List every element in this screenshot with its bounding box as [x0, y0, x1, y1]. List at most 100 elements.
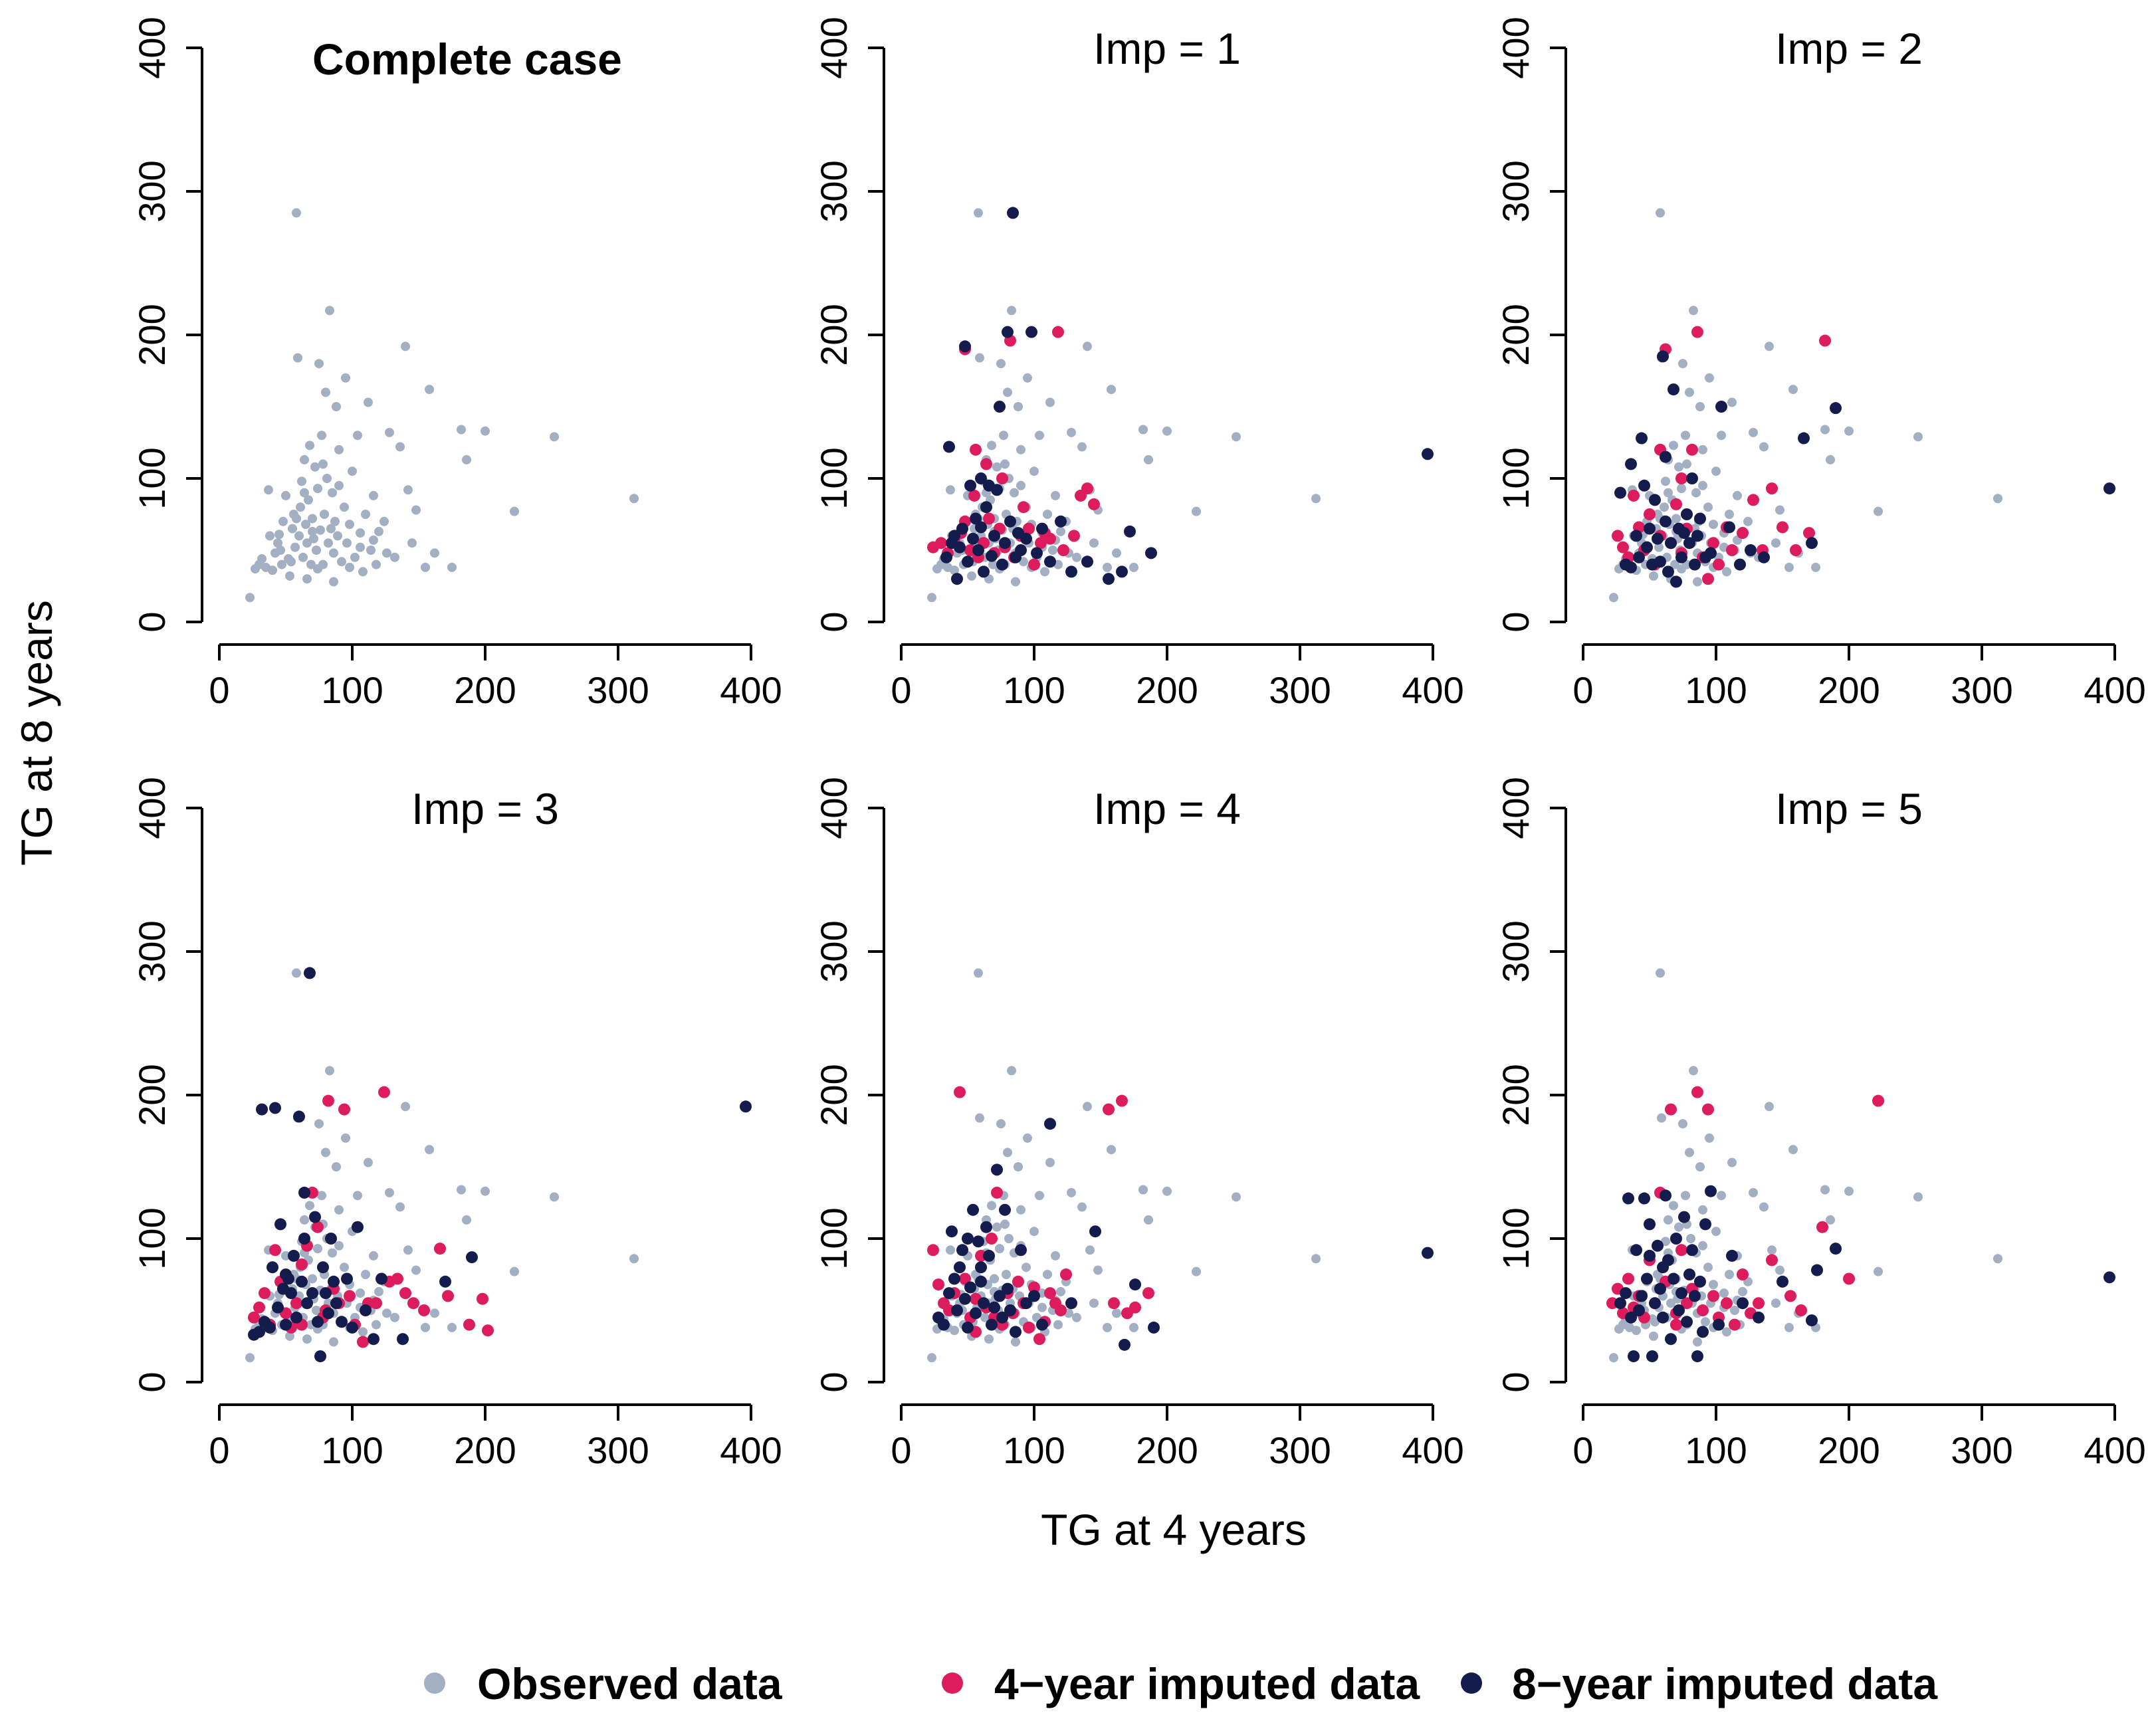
point-observed	[1759, 442, 1769, 452]
y-tick-label: 0	[1495, 1371, 1537, 1392]
x-tick-label: 0	[209, 669, 229, 711]
point-observed	[264, 485, 273, 495]
point-observed	[987, 441, 996, 451]
y-tick-label: 0	[131, 611, 173, 632]
point-4yr-imputed	[1103, 1103, 1115, 1116]
point-observed	[447, 1322, 457, 1332]
point-observed	[510, 506, 519, 516]
x-tick-label: 300	[1951, 669, 2012, 711]
legend: Observed data 4−year imputed data 8−year…	[424, 1659, 1938, 1708]
x-tick-label: 400	[2084, 1429, 2145, 1471]
point-observed	[320, 510, 329, 519]
point-8yr-imputed	[304, 967, 316, 979]
point-8yr-imputed	[1614, 1297, 1626, 1310]
point-observed	[1067, 1187, 1076, 1197]
point-8yr-imputed	[967, 532, 979, 545]
point-4yr-imputed	[935, 537, 947, 550]
y-tick-label: 300	[131, 920, 173, 982]
point-8yr-imputed	[999, 537, 1011, 550]
point-4yr-imputed	[1028, 558, 1040, 571]
point-4yr-imputed	[477, 1292, 488, 1305]
point-observed	[285, 1331, 294, 1341]
point-observed	[245, 593, 255, 603]
point-8yr-imputed	[1726, 1249, 1738, 1262]
point-observed	[1759, 1202, 1769, 1212]
legend-marker-4yr-imputed	[942, 1672, 963, 1694]
point-observed	[341, 1133, 350, 1143]
point-8yr-imputed	[1625, 1311, 1637, 1324]
x-tick-label: 200	[1818, 669, 1880, 711]
x-tick-label: 100	[1003, 669, 1065, 711]
point-observed	[1709, 1280, 1718, 1290]
point-8yr-imputed	[1806, 537, 1818, 550]
x-tick-label: 100	[1685, 1429, 1747, 1471]
point-observed	[358, 567, 368, 577]
point-8yr-imputed	[1630, 530, 1642, 542]
point-observed	[313, 564, 322, 574]
point-4yr-imputed	[991, 1186, 1003, 1199]
point-8yr-imputed	[996, 558, 1008, 571]
point-8yr-imputed	[1652, 1239, 1664, 1252]
point-8yr-imputed	[1422, 1247, 1434, 1259]
point-8yr-imputed	[959, 1292, 971, 1305]
point-observed	[996, 1119, 1006, 1129]
point-observed	[1711, 466, 1721, 476]
point-observed	[1632, 1326, 1641, 1336]
point-observed	[1767, 1245, 1777, 1255]
point-8yr-imputed	[1660, 1189, 1671, 1202]
point-8yr-imputed	[1670, 575, 1682, 588]
point-8yr-imputed	[298, 1233, 310, 1245]
y-tick-label: 100	[813, 1207, 855, 1269]
x-tick-label: 0	[209, 1429, 229, 1471]
point-observed	[321, 1148, 330, 1158]
point-4yr-imputed	[1819, 334, 1831, 347]
point-observed	[927, 1353, 936, 1363]
point-observed	[1669, 441, 1678, 451]
point-4yr-imputed	[1737, 1268, 1749, 1280]
x-tick-label: 200	[1818, 1429, 1880, 1471]
point-8yr-imputed	[1657, 1311, 1669, 1324]
x-axis-title: TG at 4 years	[1041, 1505, 1307, 1554]
point-observed	[1144, 1215, 1153, 1225]
point-observed	[342, 538, 352, 548]
point-8yr-imputed	[309, 1211, 321, 1223]
point-8yr-imputed	[328, 1275, 340, 1288]
point-8yr-imputed	[1119, 1338, 1131, 1351]
point-observed	[1000, 459, 1010, 469]
point-8yr-imputed	[999, 1203, 1011, 1216]
point-8yr-imputed	[1644, 522, 1656, 535]
point-observed	[1003, 1148, 1012, 1158]
point-observed	[345, 562, 354, 572]
y-tick-label: 0	[1495, 611, 1537, 632]
point-observed	[314, 1119, 324, 1129]
point-4yr-imputed	[463, 1318, 475, 1331]
point-observed	[1811, 562, 1820, 572]
y-tick-label: 100	[131, 1207, 173, 1269]
point-observed	[1016, 1205, 1025, 1215]
point-8yr-imputed	[1044, 556, 1056, 568]
point-8yr-imputed	[1715, 401, 1727, 413]
point-observed	[1138, 1185, 1148, 1195]
point-observed	[1693, 1337, 1702, 1347]
point-8yr-imputed	[1628, 1350, 1640, 1363]
point-observed	[1993, 494, 2002, 504]
point-8yr-imputed	[948, 1272, 960, 1285]
point-observed	[353, 431, 362, 441]
point-observed	[1103, 1322, 1112, 1332]
x-tick-label: 100	[321, 1429, 383, 1471]
point-observed	[1649, 1331, 1658, 1341]
point-8yr-imputed	[368, 1333, 379, 1346]
point-observed	[325, 306, 334, 316]
point-4yr-imputed	[357, 1336, 369, 1348]
point-8yr-imputed	[320, 1287, 332, 1300]
point-8yr-imputed	[1622, 1192, 1634, 1205]
point-8yr-imputed	[1649, 1297, 1661, 1310]
point-4yr-imputed	[1816, 1221, 1828, 1233]
point-observed	[1037, 1302, 1047, 1312]
point-observed	[1771, 1298, 1780, 1308]
point-8yr-imputed	[397, 1333, 409, 1346]
point-observed	[1677, 484, 1686, 494]
point-observed	[1703, 502, 1713, 512]
point-observed	[401, 342, 410, 352]
point-observed	[1192, 506, 1201, 516]
